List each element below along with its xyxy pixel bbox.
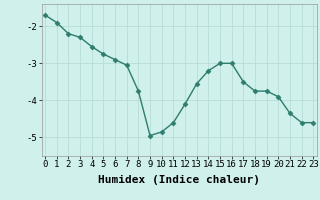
X-axis label: Humidex (Indice chaleur): Humidex (Indice chaleur): [98, 175, 260, 185]
